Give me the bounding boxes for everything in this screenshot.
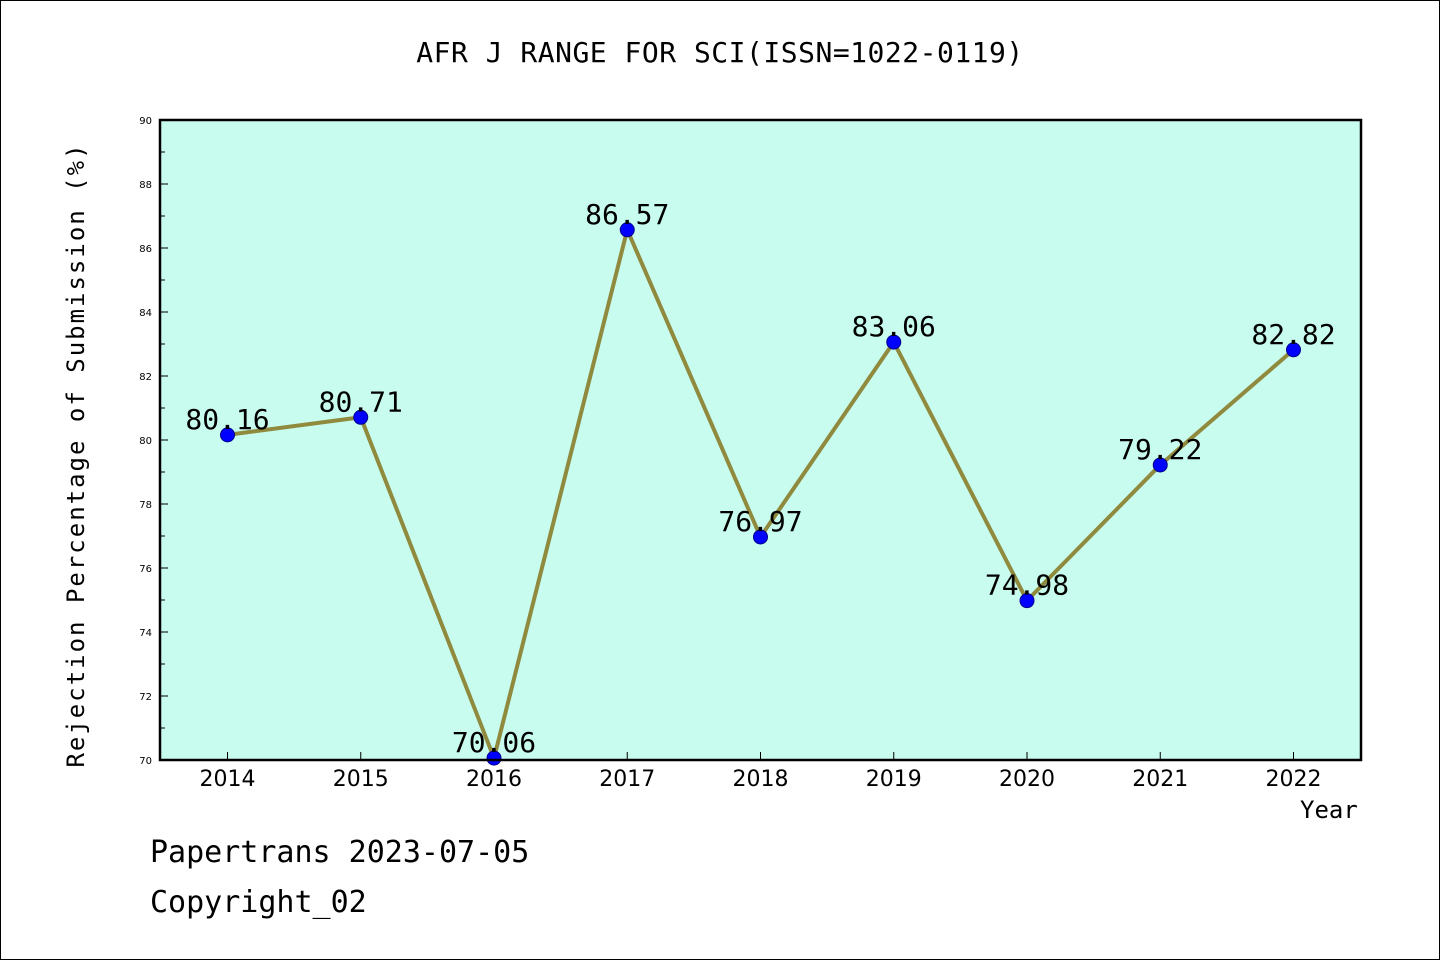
data-point xyxy=(753,529,768,545)
x-tick-label: 2014 xyxy=(200,767,256,792)
data-label: 80.71 xyxy=(319,385,403,418)
y-tick-label: 76 xyxy=(139,564,152,575)
data-label: 82.82 xyxy=(1251,318,1335,351)
x-tick-label: 2022 xyxy=(1266,767,1322,792)
y-tick-label: 88 xyxy=(139,180,152,191)
data-point xyxy=(486,750,502,766)
x-tick-label: 2019 xyxy=(866,767,922,792)
y-tick-label: 86 xyxy=(139,244,152,255)
x-axis-ticks: 2014 2015 2016 2017 2018 2019 2020 2021 2022 xyxy=(200,752,1322,792)
data-label: 83.06 xyxy=(852,310,936,343)
data-label: 70.06 xyxy=(452,726,536,759)
x-axis-label: Year xyxy=(1300,796,1358,824)
plot-border xyxy=(158,118,1363,762)
data-labels: 80.16 80.71 70.06 86.57 76.97 83.06 74.98 79.22… xyxy=(185,198,1335,759)
data-point xyxy=(619,222,635,238)
footer-date: Papertrans 2023-07-05 xyxy=(150,835,530,870)
data-label: 79.22 xyxy=(1118,433,1202,466)
data-point xyxy=(220,427,235,443)
data-label: 80.16 xyxy=(185,403,269,436)
data-point xyxy=(1286,342,1301,358)
y-tick-label: 78 xyxy=(139,500,152,511)
x-tick-label: 2018 xyxy=(733,767,789,792)
y-tick-label: 74 xyxy=(139,628,152,639)
y-tick-label: 84 xyxy=(139,308,152,319)
data-point xyxy=(1019,593,1035,609)
data-point xyxy=(1152,457,1168,473)
y-tick-label: 80 xyxy=(139,436,152,447)
plot-area xyxy=(160,120,1361,760)
series-layer xyxy=(220,222,1301,766)
y-tick-label: 90 xyxy=(139,116,152,127)
data-point xyxy=(886,334,902,350)
chart-title: AFR J RANGE FOR SCI(ISSN=1022-0119) xyxy=(416,36,1024,69)
data-label: 86.57 xyxy=(585,198,669,231)
data-label: 74.98 xyxy=(985,569,1069,602)
x-tick-label: 2015 xyxy=(333,767,389,792)
y-tick-label: 82 xyxy=(139,372,152,383)
y-axis-label: Rejection Percentage of Submission (%) xyxy=(62,142,90,768)
data-point xyxy=(353,409,369,425)
x-tick-label: 2016 xyxy=(466,767,522,792)
footer-copyright: Copyright_02 xyxy=(150,885,367,920)
y-tick-label: 72 xyxy=(139,692,152,703)
y-tick-label: 70 xyxy=(139,756,152,767)
x-tick-label: 2017 xyxy=(599,767,655,792)
x-tick-label: 2021 xyxy=(1132,767,1188,792)
x-tick-label: 2020 xyxy=(999,767,1055,792)
data-label: 76.97 xyxy=(718,505,802,538)
